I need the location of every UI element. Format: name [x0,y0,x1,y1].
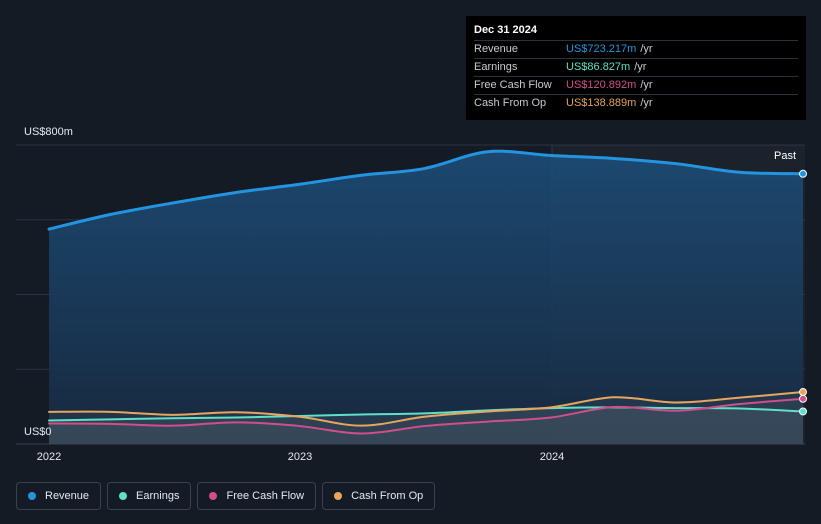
legend-label: Revenue [45,490,90,502]
tooltip-value: US$86.827m [566,61,631,73]
x-tick-2023: 2023 [287,451,313,463]
legend-item-revenue[interactable]: Revenue [16,482,102,510]
tooltip-label: Revenue [474,43,519,55]
legend-item-free-cash-flow[interactable]: Free Cash Flow [197,482,317,510]
line-earnings [48,406,804,422]
tooltip-row-free-cash-flow: Free Cash Flow US$120.892m /yr [474,76,798,94]
tooltip-unit: /yr [640,79,653,91]
legend-dot-icon [334,492,343,500]
tooltip-value: US$120.892m [566,79,637,91]
legend-label: Free Cash Flow [226,490,305,502]
area-free-cash-flow [49,398,803,444]
point-free-cash-flow-latest[interactable] [799,394,807,403]
legend-item-earnings[interactable]: Earnings [107,482,192,510]
tooltip-value: US$723.217m [566,43,637,55]
chart-area [16,144,807,445]
tooltip: Dec 31 2024 Revenue US$723.217m /yr Earn… [466,16,806,120]
tooltip-value: US$138.889m [566,97,637,109]
legend-dot-icon [119,492,128,500]
line-cash-from-op [48,391,804,427]
tooltip-unit: /yr [640,43,653,55]
tooltip-unit: /yr [634,61,647,73]
tooltip-row-cash-from-op: Cash From Op US$138.889m /yr [474,94,798,112]
line-revenue [47,149,805,231]
legend-label: Cash From Op [351,490,424,502]
tooltip-row-revenue: Revenue US$723.217m /yr [474,40,798,58]
point-cash-from-op-latest[interactable] [799,388,807,397]
x-tick-2022: 2022 [36,451,62,463]
x-tick-2024: 2024 [539,451,565,463]
area-revenue [49,151,803,444]
legend-dot-icon [28,492,36,500]
tooltip-label: Cash From Op [474,97,547,109]
tooltip-label: Free Cash Flow [474,79,552,91]
area-cash-from-op [49,392,803,444]
legend: Revenue Earnings Free Cash Flow Cash Fro… [16,482,436,510]
legend-label: Earnings [136,490,180,502]
tooltip-unit: /yr [640,97,653,109]
past-label: Past [774,150,797,162]
point-revenue-latest[interactable] [799,169,807,178]
legend-item-cash-from-op[interactable]: Cash From Op [322,482,436,510]
point-earnings-latest[interactable] [799,407,807,416]
tooltip-date: Dec 31 2024 [474,24,537,36]
tooltip-label: Earnings [474,61,518,73]
tooltip-row-earnings: Earnings US$86.827m /yr [474,58,798,76]
y-axis-bottom-label: US$0 [24,426,52,438]
y-axis-top-label: US$800m [24,126,73,138]
legend-dot-icon [209,492,218,500]
line-free-cash-flow [48,397,804,435]
